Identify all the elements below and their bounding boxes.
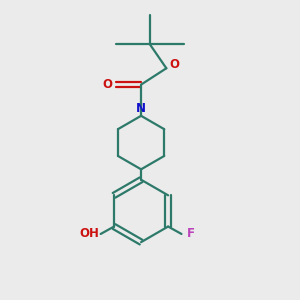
Text: N: N [136,102,146,115]
Text: O: O [170,58,180,71]
Text: O: O [102,78,112,91]
Text: OH: OH [80,227,99,241]
Text: F: F [186,227,194,241]
